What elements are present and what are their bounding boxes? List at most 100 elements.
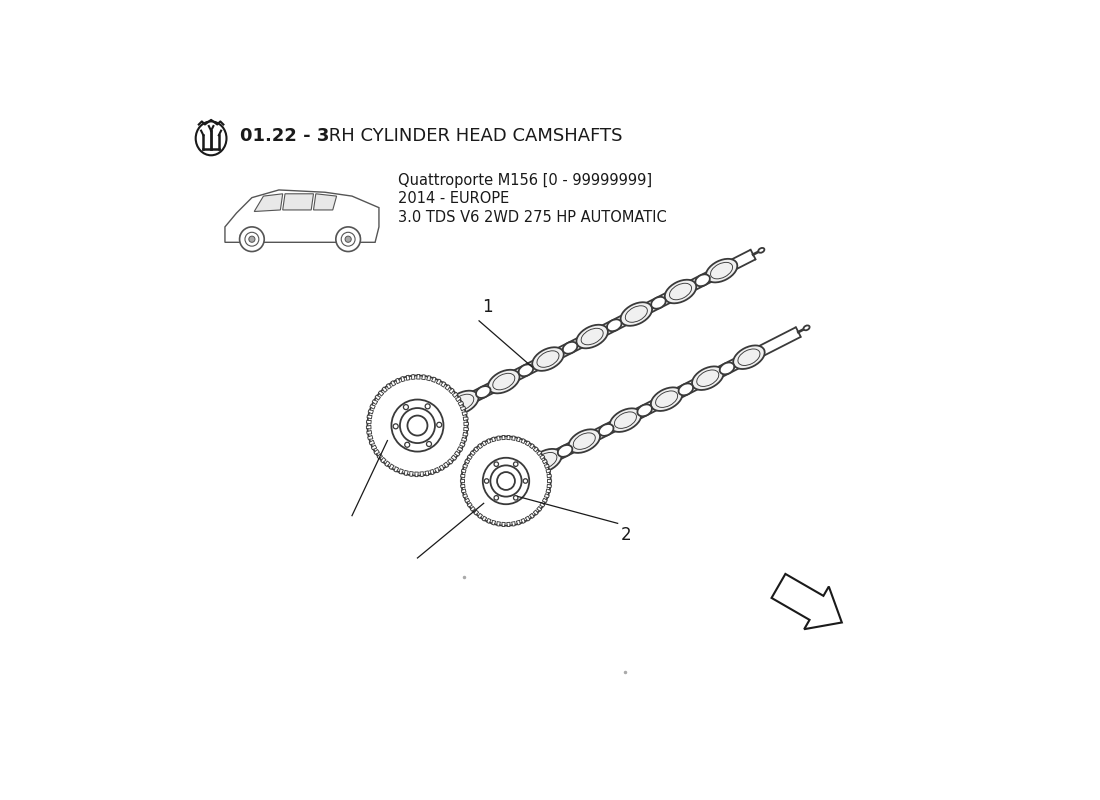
Polygon shape xyxy=(283,194,313,210)
Polygon shape xyxy=(372,445,376,450)
Circle shape xyxy=(336,227,361,251)
Circle shape xyxy=(240,227,264,251)
Polygon shape xyxy=(396,378,400,384)
Polygon shape xyxy=(487,518,491,523)
Polygon shape xyxy=(471,451,475,456)
Polygon shape xyxy=(459,402,463,406)
Polygon shape xyxy=(454,451,460,456)
Polygon shape xyxy=(471,506,475,511)
Polygon shape xyxy=(547,484,551,487)
Ellipse shape xyxy=(530,449,562,473)
Polygon shape xyxy=(411,374,415,379)
Polygon shape xyxy=(492,520,496,525)
Polygon shape xyxy=(542,498,547,502)
Polygon shape xyxy=(497,522,500,526)
Ellipse shape xyxy=(569,430,600,453)
Polygon shape xyxy=(771,574,842,629)
Circle shape xyxy=(245,232,258,246)
Polygon shape xyxy=(314,194,337,210)
Polygon shape xyxy=(437,379,441,385)
Polygon shape xyxy=(451,455,456,460)
Polygon shape xyxy=(368,410,373,414)
Polygon shape xyxy=(461,484,465,487)
Ellipse shape xyxy=(651,297,666,309)
Polygon shape xyxy=(394,466,398,472)
Polygon shape xyxy=(477,514,483,518)
Polygon shape xyxy=(482,441,486,446)
Polygon shape xyxy=(377,454,383,458)
Polygon shape xyxy=(427,376,430,381)
Polygon shape xyxy=(449,388,454,394)
Polygon shape xyxy=(461,474,465,478)
Polygon shape xyxy=(425,471,429,476)
Polygon shape xyxy=(507,435,510,440)
Polygon shape xyxy=(254,194,283,211)
Polygon shape xyxy=(487,438,491,443)
Polygon shape xyxy=(448,458,453,464)
Ellipse shape xyxy=(600,424,614,436)
Polygon shape xyxy=(434,467,439,473)
Ellipse shape xyxy=(620,302,652,326)
Polygon shape xyxy=(534,510,538,515)
Ellipse shape xyxy=(758,248,764,253)
Polygon shape xyxy=(540,455,544,460)
Polygon shape xyxy=(441,382,446,387)
Polygon shape xyxy=(366,430,372,434)
Polygon shape xyxy=(464,427,469,430)
Polygon shape xyxy=(386,384,392,389)
Polygon shape xyxy=(460,442,465,446)
Text: RH CYLINDER HEAD CAMSHAFTS: RH CYLINDER HEAD CAMSHAFTS xyxy=(322,127,623,145)
Polygon shape xyxy=(462,437,466,442)
Polygon shape xyxy=(544,464,549,468)
Polygon shape xyxy=(461,470,466,473)
Polygon shape xyxy=(452,392,458,398)
Circle shape xyxy=(341,232,355,246)
Text: 01.22 - 3: 01.22 - 3 xyxy=(241,127,330,145)
Polygon shape xyxy=(374,450,379,454)
Circle shape xyxy=(249,236,255,242)
Polygon shape xyxy=(370,405,375,409)
Polygon shape xyxy=(402,377,405,382)
Polygon shape xyxy=(417,374,420,379)
Polygon shape xyxy=(406,375,410,380)
Polygon shape xyxy=(367,415,372,419)
Polygon shape xyxy=(529,514,535,518)
Ellipse shape xyxy=(706,259,737,282)
Polygon shape xyxy=(516,520,520,525)
Text: Quattroporte M156 [0 - 99999999]: Quattroporte M156 [0 - 99999999] xyxy=(398,173,652,188)
Polygon shape xyxy=(367,435,373,439)
Polygon shape xyxy=(502,435,505,440)
Polygon shape xyxy=(431,377,436,382)
Polygon shape xyxy=(390,381,396,386)
Ellipse shape xyxy=(476,386,491,398)
Text: 2014 - EUROPE: 2014 - EUROPE xyxy=(398,191,509,206)
Circle shape xyxy=(345,236,351,242)
Polygon shape xyxy=(468,455,472,460)
Ellipse shape xyxy=(576,325,608,348)
Polygon shape xyxy=(547,474,551,478)
Polygon shape xyxy=(537,506,541,511)
Polygon shape xyxy=(521,438,525,443)
Ellipse shape xyxy=(518,364,534,376)
Polygon shape xyxy=(372,437,387,453)
Ellipse shape xyxy=(651,387,682,411)
Ellipse shape xyxy=(803,326,810,330)
Text: 3.0 TDS V6 2WD 275 HP AUTOMATIC: 3.0 TDS V6 2WD 275 HP AUTOMATIC xyxy=(398,210,667,225)
Polygon shape xyxy=(548,479,551,482)
Text: 1: 1 xyxy=(482,298,493,316)
Polygon shape xyxy=(444,385,450,390)
Polygon shape xyxy=(540,502,544,507)
Polygon shape xyxy=(465,459,470,464)
Polygon shape xyxy=(378,391,384,396)
Ellipse shape xyxy=(637,405,652,416)
Ellipse shape xyxy=(609,408,641,432)
Polygon shape xyxy=(474,510,478,515)
Polygon shape xyxy=(468,502,472,507)
Polygon shape xyxy=(474,447,478,452)
Polygon shape xyxy=(461,489,466,493)
Ellipse shape xyxy=(695,274,710,286)
Polygon shape xyxy=(410,471,414,476)
Polygon shape xyxy=(420,472,424,477)
Circle shape xyxy=(461,436,551,526)
Polygon shape xyxy=(526,516,530,521)
